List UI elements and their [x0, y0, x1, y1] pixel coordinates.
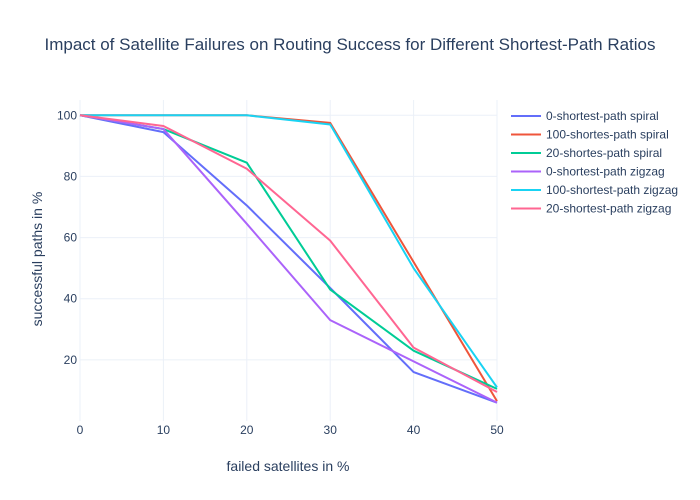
x-tick-label: 30 — [324, 423, 338, 437]
legend-label: 0-shortest-path spiral — [546, 109, 659, 123]
x-axis-ticks: 0 10 20 30 40 50 — [77, 423, 504, 437]
y-axis-title: successful paths in % — [29, 192, 45, 327]
legend-label: 0-shortest-path zigzag — [546, 165, 665, 179]
legend[interactable]: 0-shortest-path spiral 100-shortes-path s… — [511, 109, 678, 216]
y-tick-label: 60 — [64, 231, 78, 245]
legend-item[interactable]: 20-shortest-path zigzag — [511, 202, 671, 216]
legend-label: 20-shortest-path zigzag — [546, 202, 671, 216]
legend-item[interactable]: 100-shortest-path zigzag — [511, 183, 678, 197]
series-line-0 — [79, 114, 498, 404]
x-tick-label: 10 — [157, 423, 171, 437]
x-axis-title: failed satellites in % — [227, 458, 350, 474]
series-line-2 — [79, 114, 498, 390]
legend-label: 100-shortest-path zigzag — [546, 183, 678, 197]
x-tick-label: 20 — [240, 423, 254, 437]
legend-item[interactable]: 0-shortest-path zigzag — [511, 165, 665, 179]
chart-title: Impact of Satellite Failures on Routing … — [44, 35, 655, 54]
x-tick-label: 50 — [490, 423, 504, 437]
y-axis-ticks: 20 40 60 80 100 — [57, 108, 77, 367]
series-lines — [79, 114, 498, 404]
y-tick-label: 80 — [64, 169, 78, 183]
legend-item[interactable]: 100-shortes-path spiral — [511, 128, 669, 142]
y-tick-label: 40 — [64, 292, 78, 306]
legend-label: 100-shortes-path spiral — [546, 128, 669, 142]
y-tick-label: 20 — [64, 353, 78, 367]
legend-item[interactable]: 20-shortes-path spiral — [511, 146, 662, 160]
legend-item[interactable]: 0-shortest-path spiral — [511, 109, 659, 123]
series-line-4 — [80, 114, 498, 388]
legend-label: 20-shortes-path spiral — [546, 146, 662, 160]
y-tick-label: 100 — [57, 108, 77, 122]
x-tick-label: 0 — [77, 423, 84, 437]
x-tick-label: 40 — [407, 423, 421, 437]
grid — [79, 100, 498, 421]
series-line-5 — [79, 114, 498, 393]
series-line-3 — [79, 114, 498, 404]
